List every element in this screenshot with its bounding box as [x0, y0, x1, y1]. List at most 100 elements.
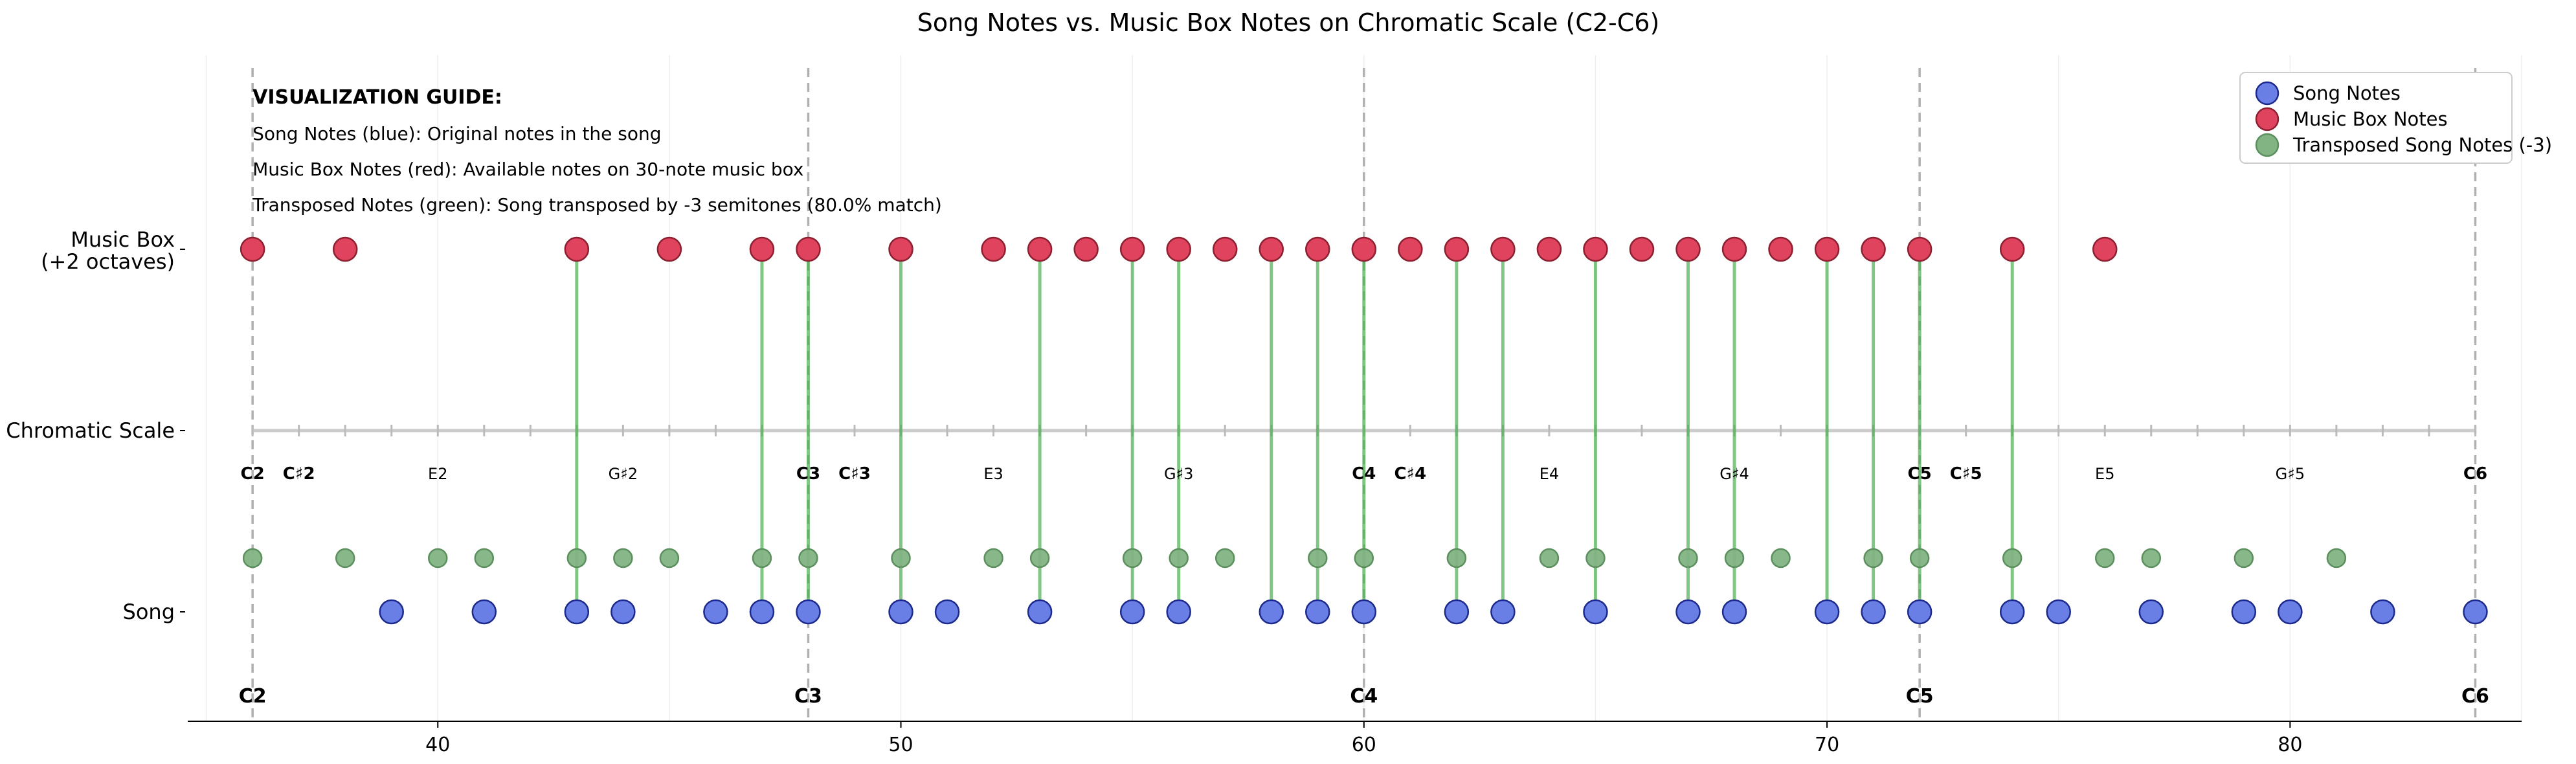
- transposed-note-point: [1122, 548, 1143, 568]
- music-box-note-point: [1259, 236, 1284, 262]
- song-note-point: [749, 599, 775, 625]
- song-note-point: [1814, 599, 1840, 625]
- transposed-note-point: [1354, 548, 1374, 568]
- song-note-point: [2138, 599, 2164, 625]
- guide-heading: VISUALIZATION GUIDE:: [252, 86, 502, 109]
- transposed-note-point: [1308, 548, 1328, 568]
- note-label: C♯3: [838, 464, 871, 484]
- song-note-point: [1490, 599, 1516, 625]
- transposed-note-point: [474, 548, 495, 568]
- song-note-point: [1999, 599, 2025, 625]
- song-note-point: [564, 599, 590, 625]
- song-note-point: [1119, 599, 1145, 625]
- legend-transposed-notes-marker: [2255, 133, 2279, 157]
- transposed-note-point: [1215, 548, 1235, 568]
- music-box-note-point: [1166, 236, 1191, 262]
- legend-music-box-notes-marker: [2255, 107, 2279, 131]
- music-box-note-point: [1675, 236, 1701, 262]
- music-box-note-point: [1444, 236, 1470, 262]
- note-label: C4: [1352, 464, 1376, 484]
- transposed-note-point: [2095, 548, 2115, 568]
- song-note-point: [1861, 599, 1886, 625]
- song-note-point: [1721, 599, 1747, 625]
- music-box-note-point: [1490, 236, 1516, 262]
- music-box-note-point: [564, 236, 590, 262]
- song-note-point: [796, 599, 821, 625]
- music-box-note-point: [1629, 236, 1655, 262]
- transposed-note-point: [752, 548, 772, 568]
- y-tick-label: Chromatic Scale: [6, 418, 175, 443]
- transposed-note-point: [1771, 548, 1791, 568]
- octave-c-label: C5: [1906, 685, 1934, 708]
- transposed-note-point: [1678, 548, 1698, 568]
- music-box-note-point: [1721, 236, 1747, 262]
- octave-c-label: C6: [2461, 685, 2489, 708]
- note-label: C♯5: [1950, 464, 1982, 484]
- song-note-point: [1907, 599, 1932, 625]
- octave-c-label: C2: [239, 685, 267, 708]
- transposed-note-point: [1169, 548, 1189, 568]
- y-tick-label: (+2 octaves): [41, 249, 175, 274]
- transposed-note-point: [2141, 548, 2162, 568]
- music-box-note-point: [796, 236, 821, 262]
- x-tick-label: 70: [1815, 734, 1839, 756]
- guide-line: Transposed Notes (green): Song transpose…: [252, 194, 942, 216]
- transposed-note-point: [2234, 548, 2254, 568]
- transposed-note-point: [1029, 548, 1050, 568]
- music-box-note-point: [1305, 236, 1330, 262]
- transposed-note-point: [1724, 548, 1745, 568]
- song-note-point: [1166, 599, 1191, 625]
- guide-line: Song Notes (blue): Original notes in the…: [252, 123, 661, 144]
- music-box-note-point: [1768, 236, 1793, 262]
- music-box-note-point: [332, 236, 358, 262]
- legend-music-box-notes: Music Box Notes: [2293, 108, 2448, 130]
- legend-transposed-notes: Transposed Song Notes (-3): [2292, 134, 2552, 156]
- note-label: C3: [796, 464, 820, 484]
- song-note-point: [1259, 599, 1284, 625]
- note-label: E2: [428, 465, 447, 483]
- song-note-point: [2370, 599, 2395, 625]
- music-box-note-point: [1212, 236, 1238, 262]
- song-note-point: [1351, 599, 1377, 625]
- transposed-note-point: [566, 548, 587, 568]
- transposed-note-point: [1446, 548, 1467, 568]
- song-note-point: [1305, 599, 1330, 625]
- legend-song-notes-marker: [2255, 81, 2279, 106]
- transposed-note-point: [2326, 548, 2347, 568]
- song-note-point: [2463, 599, 2488, 625]
- music-box-note-point: [1119, 236, 1145, 262]
- song-note-point: [1675, 599, 1701, 625]
- y-tick-label: Music Box: [71, 227, 175, 252]
- octave-c-label: C3: [794, 685, 822, 708]
- song-note-point: [471, 599, 497, 625]
- transposed-note-point: [335, 548, 355, 568]
- x-tick-label: 40: [425, 734, 450, 756]
- song-note-point: [2278, 599, 2303, 625]
- note-label: C2: [241, 464, 265, 484]
- x-tick-label: 50: [888, 734, 913, 756]
- note-label: G♯4: [1719, 465, 1749, 483]
- transposed-note-point: [659, 548, 680, 568]
- music-box-note-point: [1907, 236, 1932, 262]
- music-box-note-point: [1814, 236, 1840, 262]
- music-box-note-point: [2092, 236, 2118, 262]
- song-note-point: [610, 599, 636, 625]
- note-label: G♯2: [609, 465, 638, 483]
- transposed-note-point: [798, 548, 818, 568]
- data-points: [240, 236, 2488, 625]
- song-note-point: [703, 599, 728, 625]
- transposed-note-point: [613, 548, 633, 568]
- song-note-point: [2231, 599, 2257, 625]
- music-box-note-point: [1999, 236, 2025, 262]
- guide-line: Music Box Notes (red): Available notes o…: [252, 159, 803, 180]
- song-note-point: [888, 599, 913, 625]
- x-tick-label: 80: [2278, 734, 2302, 756]
- note-label: G♯5: [2276, 465, 2305, 483]
- transposed-note-point: [891, 548, 911, 568]
- music-box-note-point: [1583, 236, 1608, 262]
- note-label: C♯4: [1394, 464, 1426, 484]
- note-label: C6: [2463, 464, 2487, 484]
- music-box-note-point: [1027, 236, 1053, 262]
- note-label: C5: [1908, 464, 1932, 484]
